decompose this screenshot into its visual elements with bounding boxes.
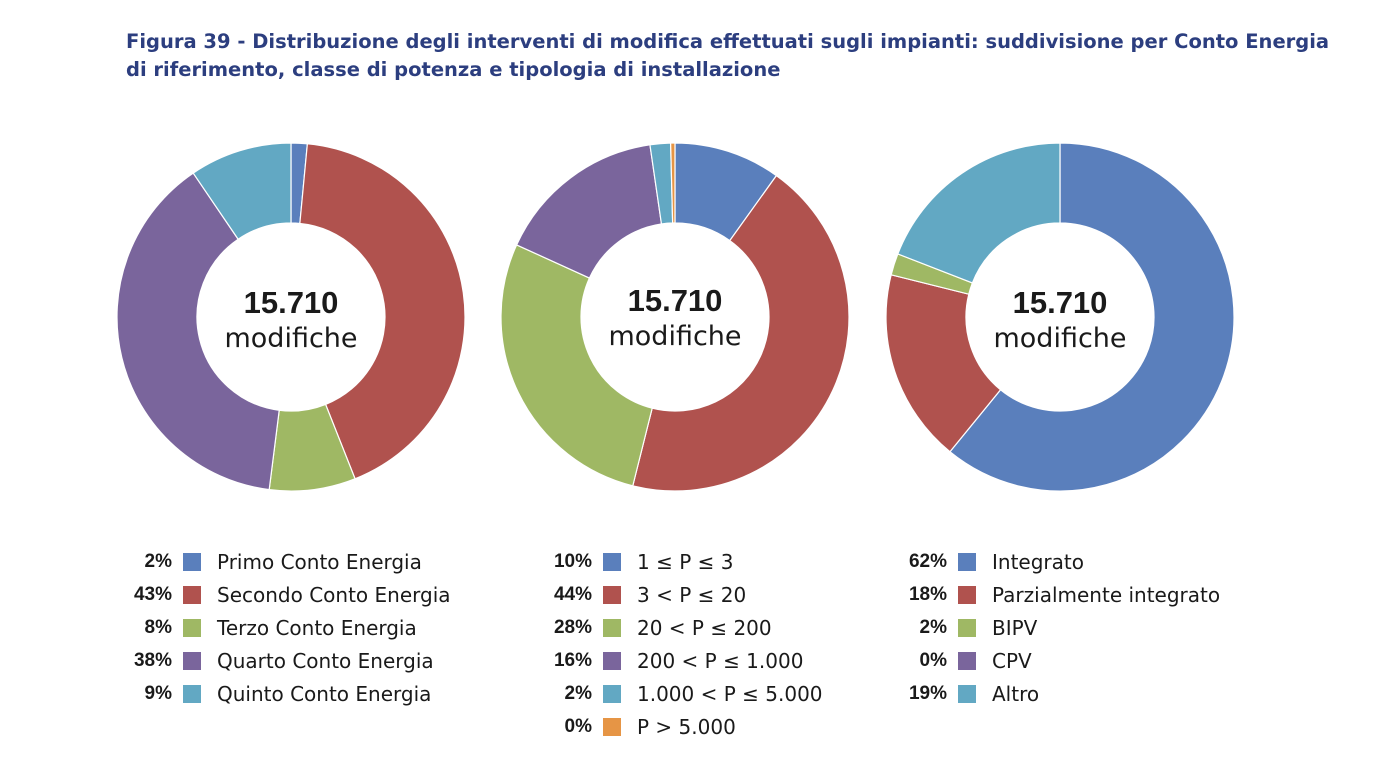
slice-5 bbox=[897, 142, 1061, 284]
legend-swatch bbox=[958, 585, 976, 604]
legend-percent: 18% bbox=[908, 583, 947, 605]
legend-label: 1.000 < P ≤ 5.000 bbox=[637, 681, 823, 706]
legend-label: 200 < P ≤ 1.000 bbox=[637, 648, 804, 673]
donut-chart-classe-potenza: 15.710 modifiche bbox=[500, 142, 850, 492]
legend-label: Terzo Conto Energia bbox=[217, 615, 417, 640]
legend-item: 38% Quarto Conto Energia bbox=[128, 644, 451, 677]
legend-label: Quinto Conto Energia bbox=[217, 681, 432, 706]
legend-label: CPV bbox=[992, 648, 1032, 673]
legend-item: 43% Secondo Conto Energia bbox=[128, 578, 451, 611]
legend-label: BIPV bbox=[992, 615, 1038, 640]
slice-1 bbox=[949, 142, 1235, 492]
legend-label: Secondo Conto Energia bbox=[217, 582, 451, 607]
legend-swatch bbox=[958, 552, 976, 571]
center-value: 15.710 bbox=[244, 285, 339, 320]
legend-label: Altro bbox=[992, 681, 1040, 706]
slice-6 bbox=[670, 142, 676, 224]
legend-conto-energia: 2% Primo Conto Energia 43% Secondo Conto En… bbox=[128, 545, 451, 710]
legend-percent: 0% bbox=[919, 649, 947, 671]
legend-swatch bbox=[183, 651, 201, 670]
legend-swatch bbox=[603, 618, 621, 637]
center-value: 15.710 bbox=[628, 283, 723, 318]
legend-swatch bbox=[183, 618, 201, 637]
legend-label: 20 < P ≤ 200 bbox=[637, 615, 772, 640]
legend-item: 28% 20 < P ≤ 200 bbox=[548, 611, 823, 644]
figure-title: Figura 39 - Distribuzione degli interven… bbox=[126, 28, 1330, 84]
center-label: modifiche bbox=[993, 323, 1126, 354]
legend-label: Parzialmente integrato bbox=[992, 582, 1221, 607]
legend-percent: 38% bbox=[133, 649, 172, 671]
legend-swatch bbox=[603, 651, 621, 670]
legend-classe-potenza: 10% 1 ≤ P ≤ 3 44% 3 < P ≤ 20 28% 20 < P ≤ 200… bbox=[548, 545, 823, 743]
legend-swatch bbox=[183, 684, 201, 703]
legend-percent: 2% bbox=[919, 616, 947, 638]
legend-percent: 0% bbox=[564, 715, 592, 737]
legend-percent: 2% bbox=[564, 682, 592, 704]
legend-item: 19% Altro bbox=[903, 677, 1220, 710]
center-value: 15.710 bbox=[1013, 285, 1108, 320]
legend-label: P > 5.000 bbox=[637, 714, 736, 739]
legend-item: 2% 1.000 < P ≤ 5.000 bbox=[548, 677, 823, 710]
legend-percent: 44% bbox=[553, 583, 592, 605]
legend-percent: 16% bbox=[553, 649, 592, 671]
legend-percent: 2% bbox=[144, 550, 172, 572]
legend-percent: 8% bbox=[144, 616, 172, 638]
legend-item: 16% 200 < P ≤ 1.000 bbox=[548, 644, 823, 677]
legend-item: 0% CPV bbox=[903, 644, 1220, 677]
figure-title-line-1: Figura 39 - Distribuzione degli interven… bbox=[126, 30, 1330, 53]
slice-5 bbox=[192, 142, 292, 241]
legend-swatch bbox=[958, 651, 976, 670]
legend-percent: 62% bbox=[908, 550, 947, 572]
legend-swatch bbox=[603, 552, 621, 571]
legend-swatch bbox=[958, 618, 976, 637]
legend-item: 44% 3 < P ≤ 20 bbox=[548, 578, 823, 611]
legend-swatch bbox=[183, 585, 201, 604]
slice-2 bbox=[299, 143, 466, 480]
legend-label: Integrato bbox=[992, 549, 1084, 574]
legend-swatch bbox=[183, 552, 201, 571]
legend-item: 18% Parzialmente integrato bbox=[903, 578, 1220, 611]
legend-tipologia-installazione: 62% Integrato 18% Parzialmente integrato 2% B… bbox=[903, 545, 1220, 710]
slice-4 bbox=[116, 172, 280, 491]
legend-swatch bbox=[603, 717, 621, 736]
legend-label: Primo Conto Energia bbox=[217, 549, 422, 574]
legend-item: 8% Terzo Conto Energia bbox=[128, 611, 451, 644]
legend-swatch bbox=[958, 684, 976, 703]
legend-percent: 9% bbox=[144, 682, 172, 704]
legend-percent: 19% bbox=[908, 682, 947, 704]
slice-2 bbox=[632, 174, 850, 492]
donut-chart-conto-energia: 15.710 modifiche bbox=[116, 142, 466, 492]
figure-title-line-2: di riferimento, classe di potenza e tipo… bbox=[126, 58, 781, 81]
legend-item: 2% Primo Conto Energia bbox=[128, 545, 451, 578]
legend-label: 3 < P ≤ 20 bbox=[637, 582, 747, 607]
center-label: modifiche bbox=[608, 321, 741, 352]
legend-swatch bbox=[603, 684, 621, 703]
legend-item: 62% Integrato bbox=[903, 545, 1220, 578]
slice-3 bbox=[500, 244, 653, 487]
legend-percent: 28% bbox=[553, 616, 592, 638]
legend-item: 0% P > 5.000 bbox=[548, 710, 823, 743]
legend-label: 1 ≤ P ≤ 3 bbox=[637, 549, 734, 574]
legend-item: 2% BIPV bbox=[903, 611, 1220, 644]
legend-swatch bbox=[603, 585, 621, 604]
legend-label: Quarto Conto Energia bbox=[217, 648, 434, 673]
legend-percent: 43% bbox=[133, 583, 172, 605]
legend-percent: 10% bbox=[553, 550, 592, 572]
legend-item: 9% Quinto Conto Energia bbox=[128, 677, 451, 710]
legend-item: 10% 1 ≤ P ≤ 3 bbox=[548, 545, 823, 578]
center-label: modifiche bbox=[224, 323, 357, 354]
donut-chart-tipologia-installazione: 15.710 modifiche bbox=[885, 142, 1235, 492]
